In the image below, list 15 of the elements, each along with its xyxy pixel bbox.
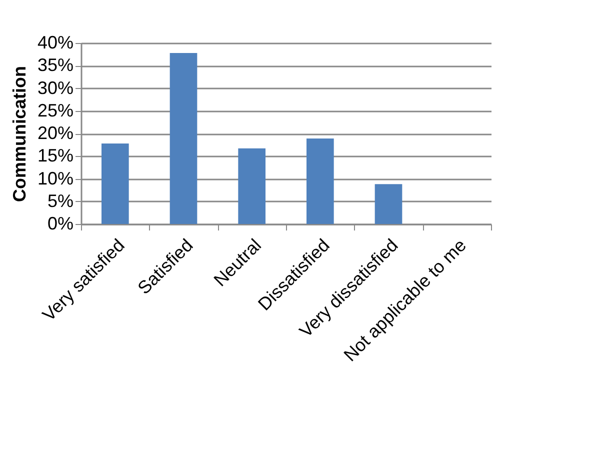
bar	[374, 184, 402, 224]
y-tick-label: 0%	[47, 214, 74, 234]
y-tick-label: 5%	[47, 190, 74, 211]
bar	[170, 52, 198, 224]
bar	[102, 143, 129, 224]
y-tick-label: 40%	[37, 32, 74, 52]
bar	[306, 138, 334, 224]
y-tick-label: 20%	[37, 123, 74, 143]
y-axis-title: Communication	[9, 66, 30, 202]
y-tick-label: 25%	[37, 100, 74, 120]
y-tick-label: 15%	[37, 146, 74, 166]
y-tick-label: 30%	[37, 78, 74, 98]
bar	[238, 148, 266, 224]
y-tick-label: 35%	[37, 55, 74, 76]
y-tick-label: 10%	[37, 168, 74, 188]
